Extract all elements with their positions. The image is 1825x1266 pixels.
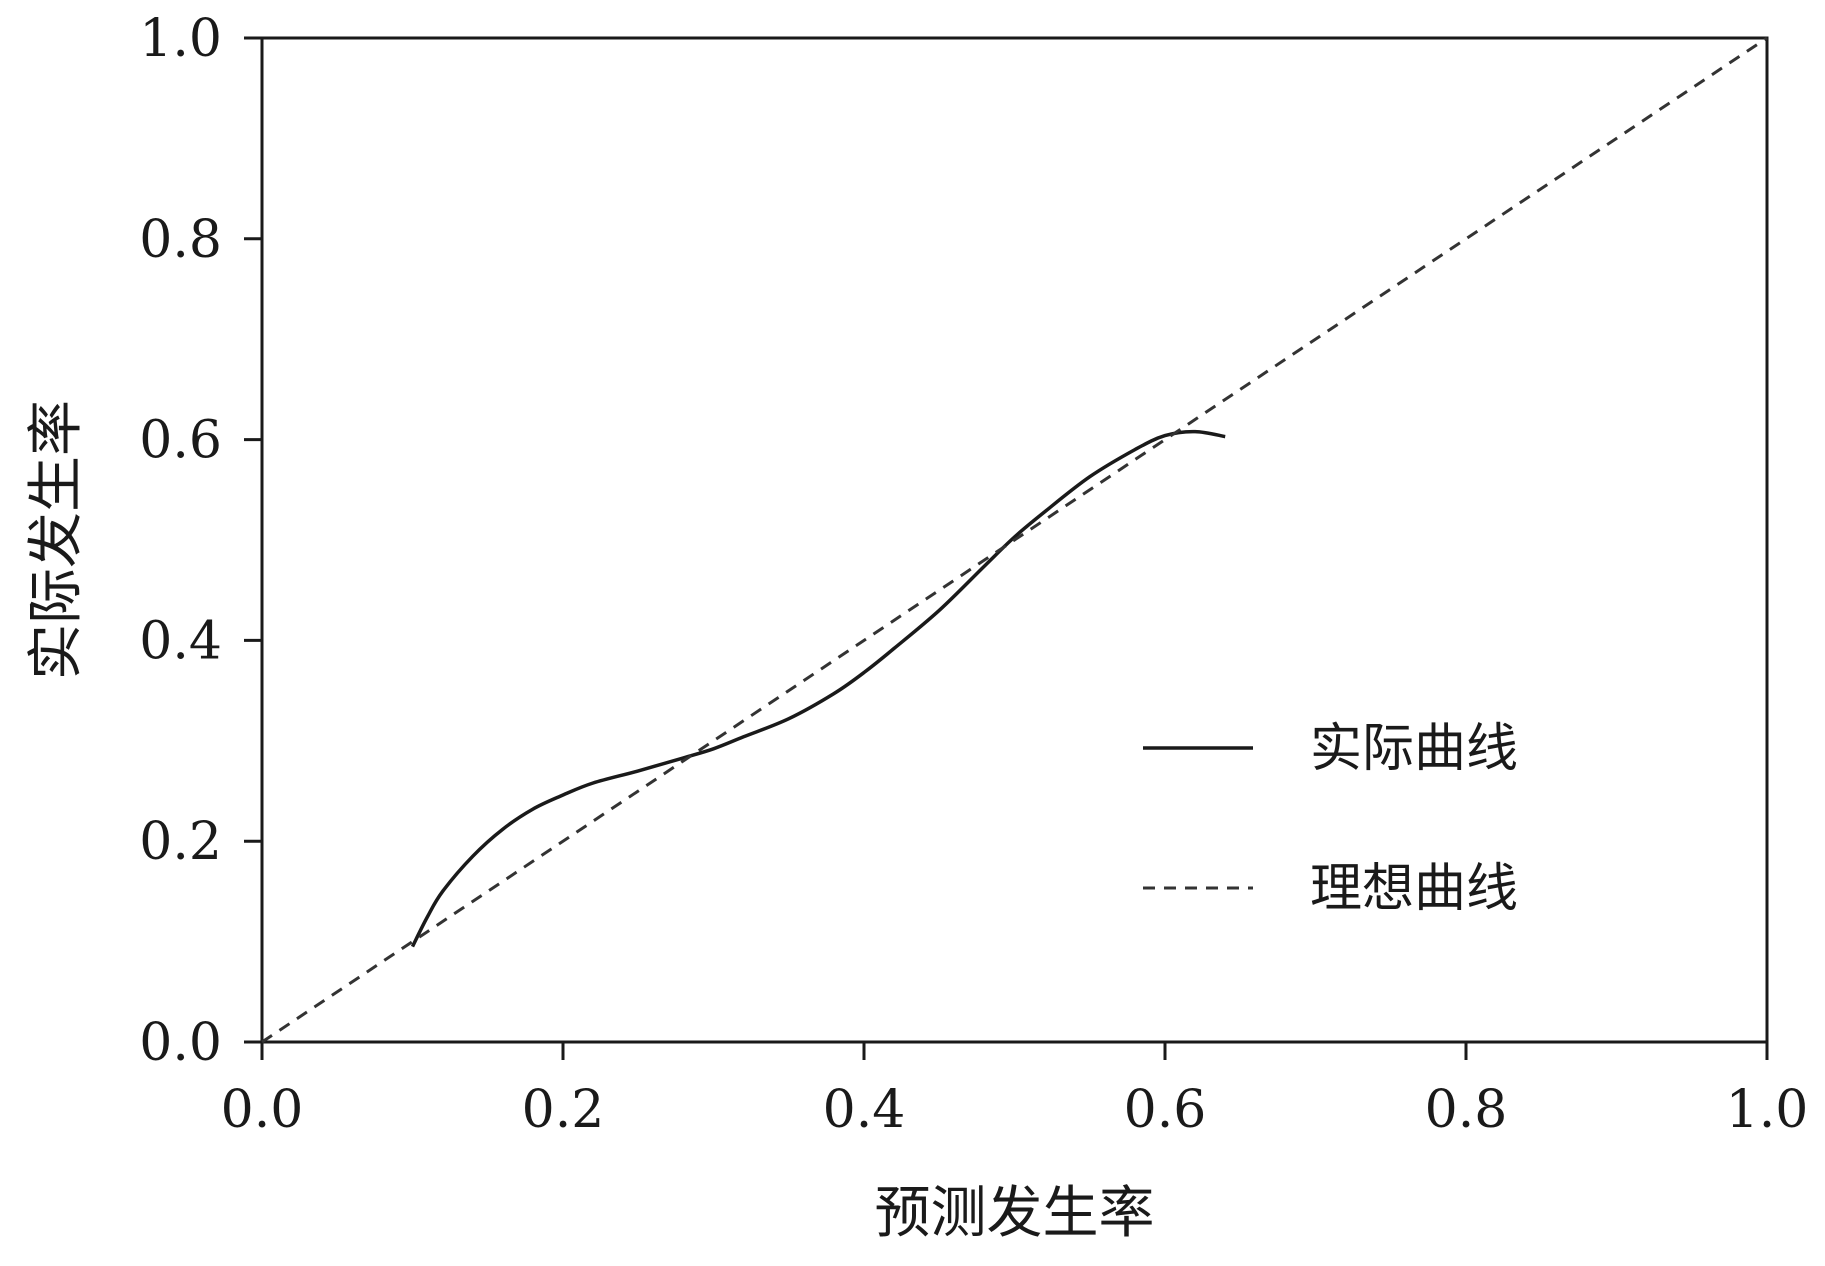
y-tick-label: 1.0 — [139, 9, 222, 69]
x-tick-label: 0.8 — [1425, 1080, 1508, 1140]
x-tick-label: 0.4 — [823, 1080, 906, 1140]
y-tick-label: 0.4 — [139, 611, 222, 671]
y-tick-label: 0.2 — [139, 812, 222, 872]
y-tick-label: 0.0 — [139, 1013, 222, 1073]
plot-frame — [260, 36, 1769, 1044]
y-tick-label: 0.8 — [139, 210, 222, 270]
ideal-curve-line — [261, 36, 1768, 1044]
x-tick-label: 1.0 — [1726, 1080, 1809, 1140]
axes: 0.0 0.2 0.4 0.6 0.8 1.0 0.0 0.2 0.4 0.6 0.8 1.0 — [139, 9, 1808, 1140]
y-axis-title: 实际发生率 — [24, 400, 89, 680]
x-tick-label: 0.6 — [1124, 1080, 1207, 1140]
series-layer — [261, 36, 1768, 1044]
x-tick-label: 0.0 — [221, 1080, 304, 1140]
legend-label: 实际曲线 — [1310, 719, 1518, 779]
x-axis-title: 预测发生率 — [875, 1181, 1155, 1246]
y-tick-label: 0.6 — [139, 411, 222, 471]
actual-curve-line — [410, 429, 1226, 948]
x-tick-label: 0.2 — [522, 1080, 605, 1140]
legend-label: 理想曲线 — [1310, 859, 1518, 919]
